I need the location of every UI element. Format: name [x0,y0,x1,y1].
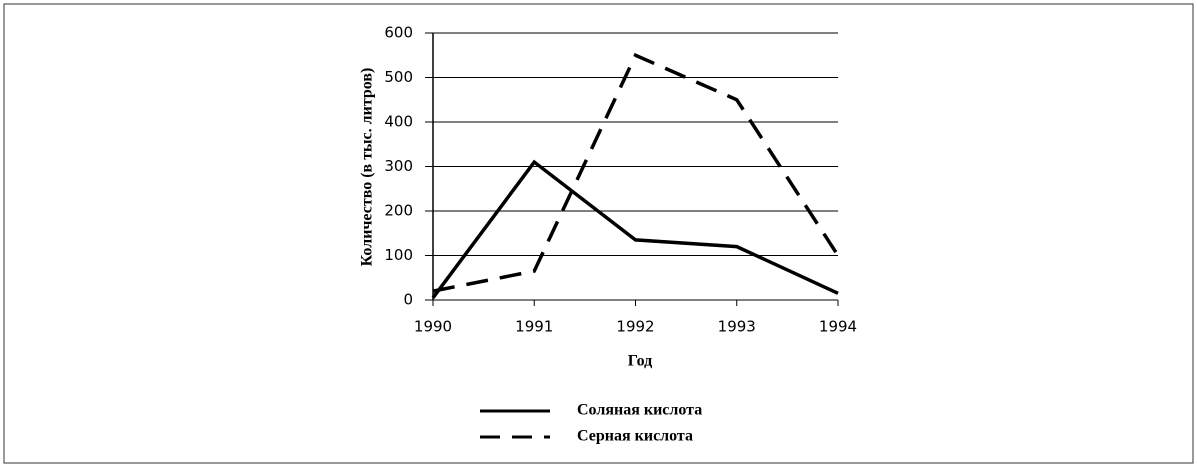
y-tick-label: 600 [384,24,413,42]
y-axis-label: Количество (в тыс. литров) [359,68,376,267]
x-tick-label: 1990 [414,318,452,336]
x-tick-label: 1993 [718,318,756,336]
y-tick-label: 400 [384,113,413,131]
x-tick-label: 1994 [819,318,857,336]
x-tick-label: 1992 [616,318,654,336]
y-tick-label: 500 [384,68,413,86]
x-tick-label: 1991 [515,318,553,336]
frame [3,3,1194,464]
legend-label: Соляная кислота [577,402,702,419]
y-tick-label: 100 [384,246,413,264]
y-tick-label: 0 [403,291,413,309]
series-line [432,52,840,293]
series-line [431,159,839,299]
y-tick-label: 300 [384,157,413,175]
y-tick-label: 200 [384,202,413,220]
legend-label: Серная кислота [577,428,693,445]
x-axis-label: Год [628,353,652,370]
